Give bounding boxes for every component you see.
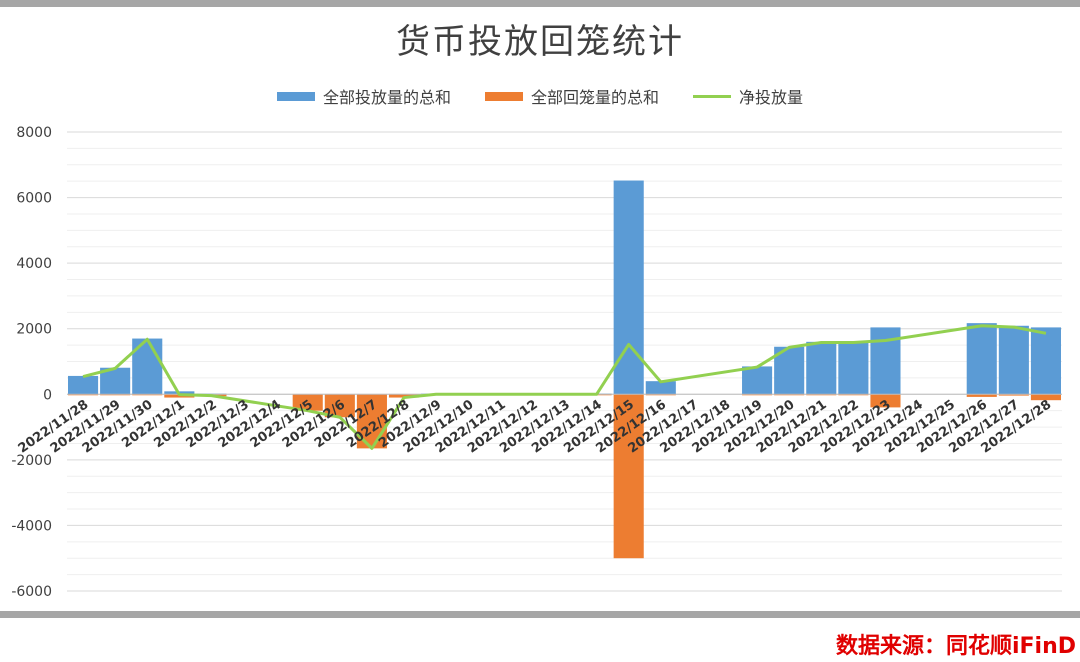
line-net-deposit (82, 324, 1047, 450)
y-tick-label: -6000 (11, 584, 52, 600)
bar-withdraw (613, 394, 644, 559)
top-frame-bar (0, 0, 1080, 7)
bar-deposit (68, 375, 99, 395)
bar-withdraw (388, 394, 420, 398)
y-tick-label: 6000 (16, 191, 52, 207)
bar-withdraw (870, 394, 901, 408)
bar-deposit (838, 341, 869, 395)
y-tick-label: 8000 (16, 125, 52, 141)
legend-item-withdraw: 全部回笼量的总和 (484, 84, 659, 108)
bar-deposit (742, 366, 773, 395)
chart-title: 货币投放回笼统计 (396, 22, 684, 62)
bottom-frame-bar (0, 611, 1080, 618)
legend-label-withdraw: 全部回笼量的总和 (530, 88, 659, 107)
y-tick-label: -2000 (11, 453, 52, 469)
legend-swatch-net (693, 94, 731, 98)
legend-swatch-withdraw (484, 91, 523, 101)
legend-item-deposit: 全部投放量的总和 (276, 84, 451, 108)
legend-item-net: 净投放量 (693, 84, 803, 108)
bar-withdraw (966, 394, 997, 397)
legend-swatch-deposit (276, 91, 315, 101)
bar-deposit (966, 323, 997, 395)
bar-deposit (645, 381, 676, 395)
y-tick-label: 0 (43, 387, 52, 403)
y-tick-label: 4000 (16, 256, 52, 272)
y-tick-label: 2000 (16, 322, 52, 338)
chart-legend: 全部投放量的总和 全部回笼量的总和 净投放量 (0, 84, 1080, 108)
bar-withdraw (292, 394, 323, 411)
y-tick-label: -4000 (11, 518, 52, 534)
bar-withdraw (998, 394, 1029, 396)
legend-label-net: 净投放量 (739, 88, 804, 107)
bar-deposit (998, 325, 1029, 395)
bar-withdraw (324, 394, 355, 418)
data-source-label: 数据来源：同花顺iFinD (835, 634, 1076, 659)
bar-withdraw (1030, 394, 1061, 401)
bar-deposit (806, 341, 837, 395)
legend-label-deposit: 全部投放量的总和 (322, 88, 451, 107)
bar-deposit (1030, 327, 1061, 395)
